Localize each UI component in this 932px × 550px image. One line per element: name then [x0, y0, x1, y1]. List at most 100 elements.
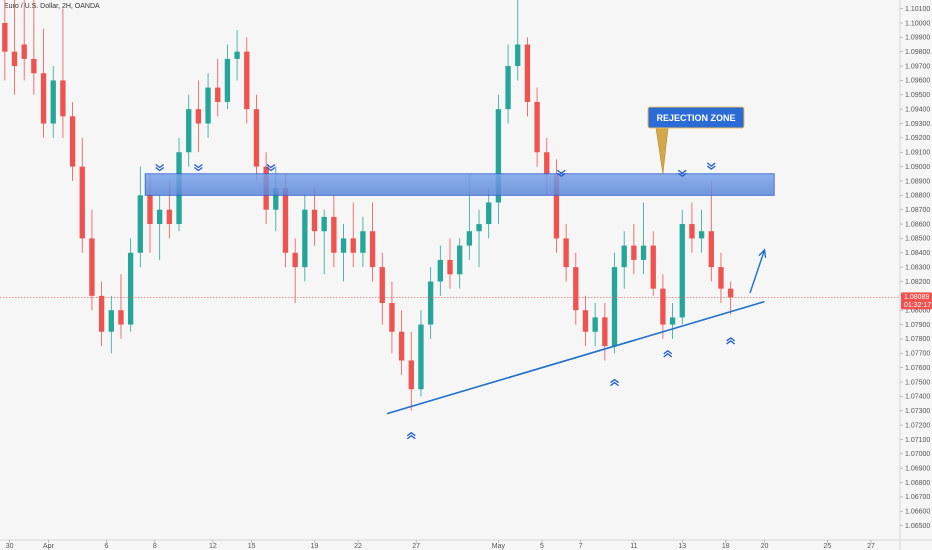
candle-body	[563, 238, 569, 268]
support-chevron-icon	[663, 353, 673, 358]
candle-body	[205, 87, 211, 124]
x-tick-label: 22	[354, 543, 362, 550]
current-price-label-bg	[901, 292, 932, 310]
rejection-chevron-icon	[266, 166, 276, 172]
y-tick-label: 1.08200	[905, 279, 930, 286]
candle-body	[137, 195, 143, 253]
y-tick-label: 1.07400	[905, 394, 930, 401]
x-tick-label: 13	[678, 543, 686, 550]
candle-body	[302, 209, 308, 268]
support-chevron-icon	[610, 381, 619, 387]
y-tick-label: 1.07100	[905, 437, 930, 444]
support-chevron-icon	[726, 340, 736, 345]
y-tick-label: 1.08700	[905, 207, 930, 214]
candle-body	[350, 238, 356, 253]
y-tick-label: 1.10100	[905, 6, 930, 13]
y-tick-label: 1.09900	[905, 35, 930, 42]
x-tick-label: 19	[311, 543, 319, 550]
candle-body	[573, 267, 579, 311]
x-tick-label: 11	[630, 543, 637, 550]
rejection-chevron-icon	[677, 172, 687, 178]
candle-body	[282, 188, 289, 253]
y-tick-label: 1.07300	[905, 408, 930, 415]
x-tick-label: 6	[104, 543, 108, 550]
candle-body	[621, 245, 627, 268]
candle-body	[215, 87, 221, 102]
candle-body	[582, 310, 589, 332]
candle-body	[505, 66, 511, 110]
countdown-label: 01:32:17	[904, 302, 931, 309]
y-tick-label: 1.06700	[905, 494, 930, 501]
y-tick-label: 1.07500	[905, 379, 930, 386]
candle-body	[427, 281, 434, 325]
candle-body	[592, 317, 598, 332]
zone-label-box	[647, 106, 745, 129]
y-tick-label: 1.07900	[905, 322, 930, 329]
support-chevron-icon	[610, 378, 619, 384]
candle-body	[98, 295, 105, 332]
candle-body	[698, 231, 705, 239]
candle-body	[311, 209, 318, 232]
x-tick-label: 30	[6, 543, 14, 550]
candle-body	[360, 231, 366, 253]
candle-body	[50, 80, 56, 124]
y-tick-label: 1.06600	[905, 509, 930, 516]
candle-body	[31, 58, 37, 74]
annotations: REJECTION ZONE	[0, 106, 900, 440]
candle-body	[60, 80, 66, 117]
rejection-chevron-icon	[193, 163, 203, 169]
candle-body	[40, 73, 47, 124]
x-tick-label: 18	[722, 543, 730, 550]
candle-body	[640, 245, 647, 260]
candle-body	[708, 231, 714, 268]
support-chevron-icon	[663, 350, 673, 355]
candle-body	[292, 252, 298, 268]
y-tick-label: 1.06500	[905, 523, 930, 530]
candle-body	[369, 231, 376, 268]
rejection-chevron-icon	[556, 172, 566, 178]
y-tick-label: 1.08900	[905, 178, 930, 185]
y-tick-label: 1.06900	[905, 465, 930, 472]
y-tick-label: 1.09400	[905, 106, 930, 113]
candle-body	[157, 209, 163, 225]
candle-body	[21, 44, 27, 59]
y-tick-label: 1.07800	[905, 336, 930, 343]
zone-label-text: REJECTION ZONE	[656, 113, 735, 123]
candle-body	[553, 173, 560, 239]
candle-body	[186, 109, 192, 153]
candle-body	[408, 360, 414, 390]
candle-body	[718, 267, 724, 289]
y-tick-label: 1.08600	[905, 221, 930, 228]
candle-body	[679, 224, 685, 318]
price-axis-bg	[900, 0, 932, 550]
candle-body	[379, 267, 385, 304]
y-tick-label: 1.09200	[905, 135, 930, 142]
rejection-chevron-icon	[706, 162, 716, 167]
rejection-chevron-icon	[266, 163, 276, 169]
y-tick-label: 1.09300	[905, 121, 930, 128]
y-tick-label: 1.08500	[905, 236, 930, 243]
x-tick-label: 12	[209, 543, 217, 550]
candle-body	[166, 209, 173, 225]
candle-body	[244, 51, 250, 110]
candle-body	[650, 245, 656, 289]
candle-body	[457, 245, 463, 275]
y-tick-label: 1.09600	[905, 78, 930, 85]
x-tick-label: 27	[412, 543, 420, 550]
candle-body	[398, 331, 405, 361]
candle-body	[544, 152, 550, 174]
candle-body	[660, 288, 666, 325]
candle-body	[253, 109, 260, 167]
candle-body	[389, 303, 395, 332]
candle-body	[524, 44, 531, 102]
support-trendline	[386, 300, 765, 415]
y-tick-label: 1.09000	[905, 164, 930, 171]
rejection-chevron-icon	[193, 166, 203, 172]
x-tick-label: May	[492, 543, 506, 550]
candle-body	[437, 259, 443, 282]
candle-body	[515, 44, 521, 67]
rejection-chevron-icon	[706, 165, 716, 170]
